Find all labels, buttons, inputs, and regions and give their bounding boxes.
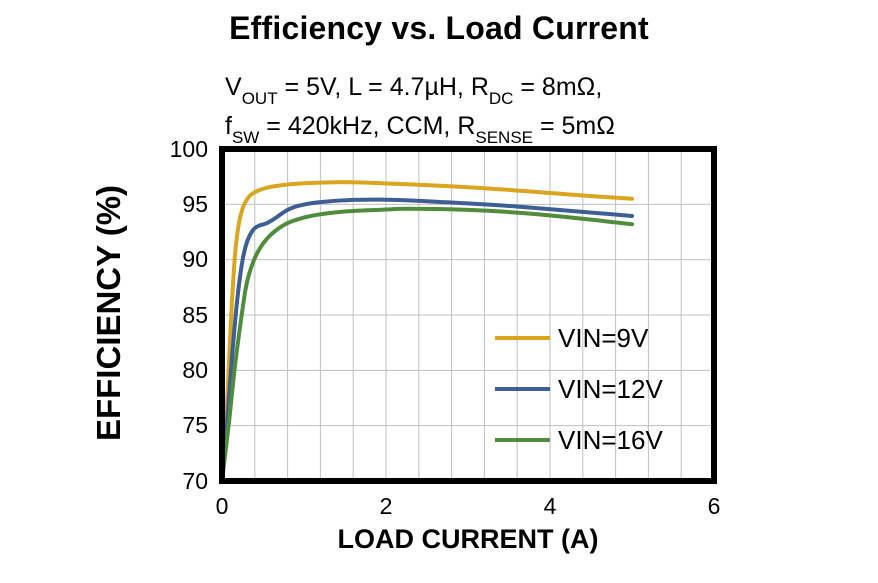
svg-text:70: 70 xyxy=(182,468,208,494)
svg-text:100: 100 xyxy=(170,136,208,162)
svg-text:6: 6 xyxy=(708,493,721,519)
svg-text:95: 95 xyxy=(182,191,208,217)
svg-text:VIN=12V: VIN=12V xyxy=(558,374,663,404)
svg-text:2: 2 xyxy=(380,493,393,519)
svg-text:VIN=9V: VIN=9V xyxy=(558,323,649,353)
svg-text:4: 4 xyxy=(544,493,557,519)
svg-text:90: 90 xyxy=(182,246,208,272)
svg-text:VIN=16V: VIN=16V xyxy=(558,425,663,455)
svg-text:75: 75 xyxy=(182,412,208,438)
svg-text:85: 85 xyxy=(182,302,208,328)
svg-text:0: 0 xyxy=(216,493,229,519)
svg-text:80: 80 xyxy=(182,357,208,383)
